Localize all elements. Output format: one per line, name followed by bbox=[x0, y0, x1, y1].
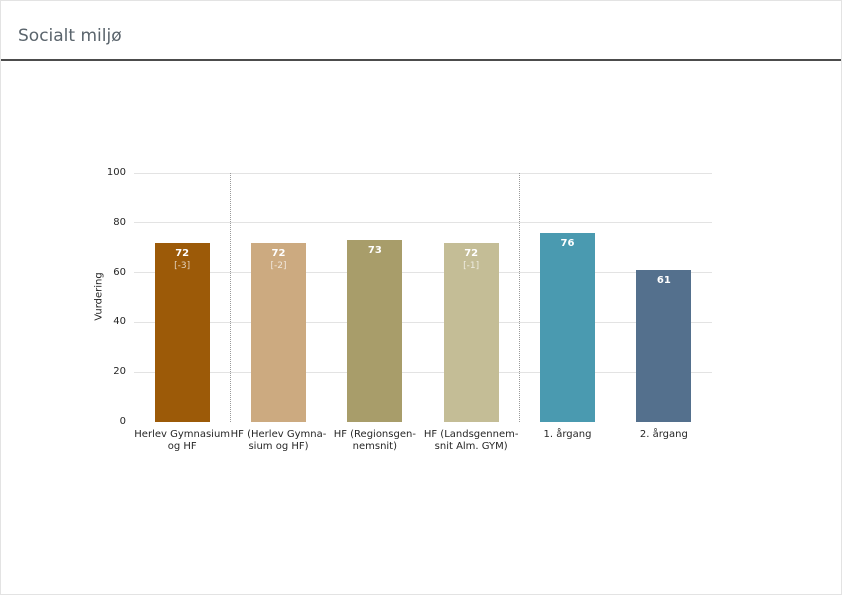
gridline bbox=[134, 222, 712, 224]
x-axis-label-line: Herlev Gymnasium bbox=[134, 429, 231, 440]
header-divider bbox=[1, 59, 841, 61]
separator-line bbox=[230, 173, 232, 422]
bar-value-label: 72 bbox=[175, 247, 190, 259]
x-axis-label-line: HF (Regionsgen- bbox=[333, 429, 416, 440]
bar-value-label: 73 bbox=[367, 245, 382, 257]
gridline bbox=[134, 321, 712, 323]
y-axis-tick-label: 20 bbox=[113, 366, 126, 378]
x-axis-label-line: HF (Herlev Gymna- bbox=[230, 429, 327, 440]
y-axis-tick-label: 60 bbox=[113, 266, 126, 278]
separator-line bbox=[519, 173, 521, 422]
bar bbox=[636, 270, 692, 422]
bar-delta-label: [-3] bbox=[174, 260, 191, 271]
x-axis-label-line: nemsnit) bbox=[352, 441, 398, 452]
gridline bbox=[134, 172, 712, 174]
bar-delta-label: [-1] bbox=[463, 260, 480, 271]
x-axis-label: HF (Herlev Gymna-sium og HF) bbox=[230, 429, 327, 453]
x-axis-label-line: sium og HF) bbox=[248, 441, 309, 452]
y-axis-tick-label: 100 bbox=[106, 167, 126, 178]
bar-value-label: 76 bbox=[560, 237, 575, 249]
bar bbox=[154, 242, 210, 422]
x-axis-label-line: 2. årgang bbox=[639, 429, 688, 440]
page-title: Socialt miljø bbox=[18, 26, 122, 46]
x-axis-label-line: snit Alm. GYM) bbox=[434, 441, 508, 452]
x-axis-label: HF (Landsgennem-snit Alm. GYM) bbox=[423, 429, 519, 453]
x-axis-label: 1. årgang bbox=[519, 429, 615, 441]
bar-value-label: 61 bbox=[656, 275, 671, 287]
bar-value-label: 72 bbox=[464, 247, 479, 259]
bar bbox=[540, 232, 595, 422]
bar bbox=[347, 240, 403, 422]
bar-delta-label: [-2] bbox=[270, 260, 287, 271]
y-axis-tick-label: 80 bbox=[113, 216, 126, 228]
x-axis-label: HF (Regionsgen-nemsnit) bbox=[327, 429, 423, 453]
x-axis-label: 2. årgang bbox=[616, 429, 712, 441]
y-axis-tick-label: 40 bbox=[113, 316, 126, 328]
x-axis-label: Herlev Gymnasium og HF bbox=[134, 429, 230, 453]
bar bbox=[443, 242, 499, 422]
bar bbox=[251, 242, 306, 422]
gridline bbox=[134, 371, 712, 373]
y-axis-tick-label: 0 bbox=[119, 416, 126, 427]
bar-value-label: 72 bbox=[271, 247, 286, 259]
x-axis-label-line: 1. årgang bbox=[543, 429, 592, 440]
x-axis-label-line: og HF bbox=[167, 441, 197, 452]
x-axis-label-line: HF (Landsgennem- bbox=[423, 429, 519, 440]
gridline bbox=[134, 272, 712, 274]
